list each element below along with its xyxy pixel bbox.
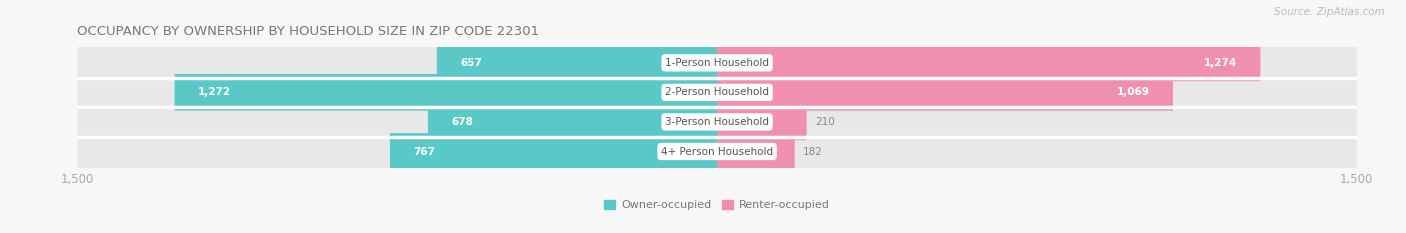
Text: 767: 767 — [413, 147, 436, 157]
FancyBboxPatch shape — [174, 74, 717, 111]
Text: 657: 657 — [460, 58, 482, 68]
FancyBboxPatch shape — [717, 74, 1173, 111]
Text: 182: 182 — [803, 147, 823, 157]
Text: 210: 210 — [815, 117, 835, 127]
FancyBboxPatch shape — [77, 45, 1357, 81]
Text: 1,069: 1,069 — [1116, 87, 1150, 97]
Text: 1,272: 1,272 — [198, 87, 231, 97]
FancyBboxPatch shape — [717, 133, 794, 170]
Legend: Owner-occupied, Renter-occupied: Owner-occupied, Renter-occupied — [600, 195, 834, 214]
Text: 4+ Person Household: 4+ Person Household — [661, 147, 773, 157]
FancyBboxPatch shape — [77, 133, 1357, 170]
Text: Source: ZipAtlas.com: Source: ZipAtlas.com — [1274, 7, 1385, 17]
Text: 3-Person Household: 3-Person Household — [665, 117, 769, 127]
Text: 2-Person Household: 2-Person Household — [665, 87, 769, 97]
Text: 678: 678 — [451, 117, 474, 127]
Text: 1-Person Household: 1-Person Household — [665, 58, 769, 68]
FancyBboxPatch shape — [427, 104, 717, 140]
FancyBboxPatch shape — [717, 45, 1260, 81]
FancyBboxPatch shape — [389, 133, 717, 170]
Text: 1,274: 1,274 — [1204, 58, 1237, 68]
Text: OCCUPANCY BY OWNERSHIP BY HOUSEHOLD SIZE IN ZIP CODE 22301: OCCUPANCY BY OWNERSHIP BY HOUSEHOLD SIZE… — [77, 25, 540, 38]
FancyBboxPatch shape — [437, 45, 717, 81]
FancyBboxPatch shape — [717, 104, 807, 140]
FancyBboxPatch shape — [77, 74, 1357, 111]
FancyBboxPatch shape — [77, 104, 1357, 140]
